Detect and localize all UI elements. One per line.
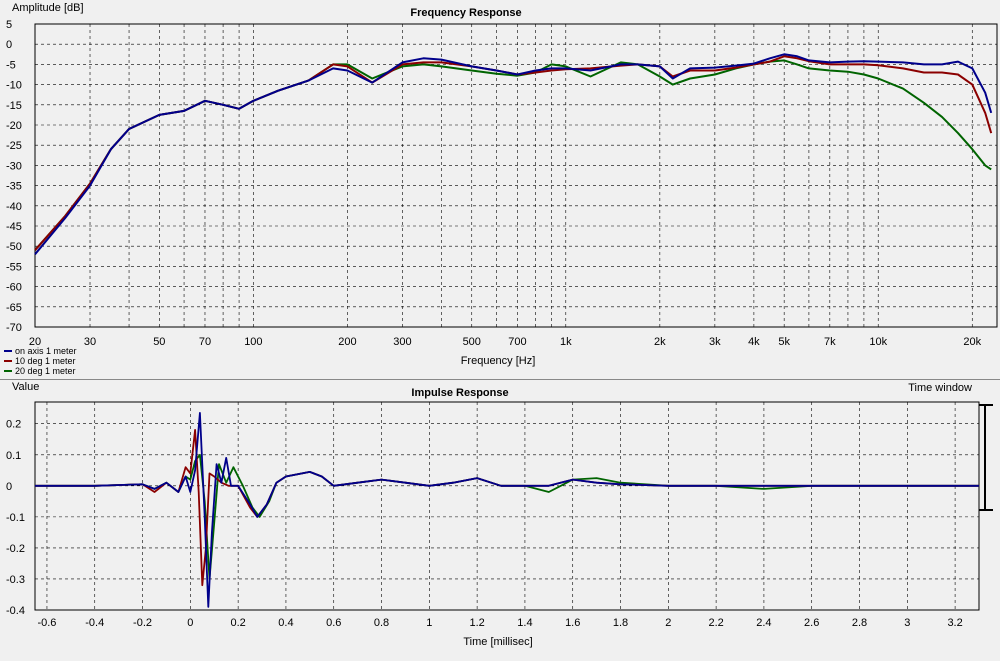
ir-y-tick: -0.2 [6, 543, 25, 555]
fr-x-axis-label: Frequency [Hz] [461, 355, 536, 367]
fr-x-tick: 20k [963, 336, 981, 348]
ir-series-line [35, 412, 979, 608]
fr-y-tick: -50 [6, 241, 22, 253]
fr-x-tick-labels: 20 30 50 70 100 200 300 500 700 1k 2k 3k 4k 5k 7k 10k 20… [29, 336, 982, 348]
fr-legend-entry: on axis 1 meter [15, 346, 77, 356]
fr-y-tick: -70 [6, 322, 22, 334]
ir-y-axis-label: Value [12, 381, 39, 393]
ir-x-tick: 0.2 [230, 617, 245, 629]
ir-x-tick: 0 [187, 617, 193, 629]
fr-y-tick: -35 [6, 181, 22, 193]
fr-x-tick: 700 [508, 336, 526, 348]
ir-x-tick: 3 [904, 617, 910, 629]
fr-x-tick: 50 [153, 336, 165, 348]
fr-x-tick: 2k [654, 336, 666, 348]
fr-x-tick: 30 [84, 336, 96, 348]
fr-y-tick: -5 [6, 59, 16, 71]
fr-y-tick-labels: 5 0 -5 -10 -15 -20 -25 -30 -35 -40 -45 -50 -55 -60 -65… [6, 19, 22, 334]
fr-y-tick: 5 [6, 19, 12, 31]
ir-x-tick: 0.6 [326, 617, 341, 629]
fr-y-tick: -45 [6, 221, 22, 233]
ir-x-tick: 2.2 [708, 617, 723, 629]
ir-y-tick: 0 [6, 481, 12, 493]
ir-y-tick: -0.4 [6, 605, 25, 617]
ir-x-tick: 1.8 [613, 617, 628, 629]
fr-x-tick: 20 [29, 336, 41, 348]
fr-x-tick: 10k [869, 336, 887, 348]
ir-x-tick: 2.8 [852, 617, 867, 629]
ir-x-tick: 1.2 [469, 617, 484, 629]
ir-x-tick: -0.4 [85, 617, 104, 629]
fr-x-tick: 200 [338, 336, 356, 348]
ir-y-tick-labels: 0.2 0.1 0 -0.1 -0.2 -0.3 -0.4 [6, 419, 25, 617]
ir-x-tick: 0.8 [374, 617, 389, 629]
ir-plot-area [34, 401, 980, 611]
ir-x-tick-labels: -0.6 -0.4 -0.2 0 0.2 0.4 0.6 0.8 1 1.2 1.4 1.6 1.8 2 2… [37, 617, 962, 629]
fr-x-tick: 500 [463, 336, 481, 348]
fr-chart-title: Frequency Response [410, 7, 521, 19]
time-window-label: Time window [908, 382, 972, 394]
fr-y-tick: -10 [6, 80, 22, 92]
fr-y-axis-label: Amplitude [dB] [12, 2, 84, 14]
ir-x-tick: 2.4 [756, 617, 771, 629]
ir-x-tick: 2.6 [804, 617, 819, 629]
fr-y-tick: -20 [6, 120, 22, 132]
fr-series-lines [34, 53, 993, 255]
fr-plot-area [34, 23, 998, 328]
ir-x-tick: -0.6 [37, 617, 56, 629]
fr-y-tick: -55 [6, 261, 22, 273]
ir-x-tick: 0.4 [278, 617, 293, 629]
fr-legend-entry: 10 deg 1 meter [15, 356, 76, 366]
fr-x-tick: 100 [244, 336, 262, 348]
ir-y-tick: -0.1 [6, 512, 25, 524]
ir-y-tick: -0.3 [6, 574, 25, 586]
fr-y-tick: -15 [6, 100, 22, 112]
fr-x-tick: 300 [393, 336, 411, 348]
ir-x-tick: 1.4 [517, 617, 532, 629]
fr-x-tick: 1k [560, 336, 572, 348]
fr-y-tick: -65 [6, 302, 22, 314]
time-window-bracket[interactable] [979, 404, 993, 511]
ir-x-tick: 1 [426, 617, 432, 629]
fr-y-tick: 0 [6, 39, 12, 51]
fr-x-tick: 7k [824, 336, 836, 348]
ir-chart-title: Impulse Response [411, 387, 508, 399]
ir-x-axis-label: Time [millisec] [463, 636, 532, 648]
fr-legend-entry: 20 deg 1 meter [15, 366, 76, 376]
ir-x-tick: 2 [665, 617, 671, 629]
fr-y-tick: -25 [6, 140, 22, 152]
fr-x-tick: 70 [199, 336, 211, 348]
ir-x-tick: 1.6 [565, 617, 580, 629]
fr-y-tick: -30 [6, 160, 22, 172]
frequency-response-panel: Amplitude [dB] Frequency Response 50-5-1… [4, 2, 998, 376]
fr-series-line [34, 53, 993, 255]
fr-x-tick: 3k [709, 336, 721, 348]
fr-y-tick: -40 [6, 201, 22, 213]
ir-x-tick: -0.2 [133, 617, 152, 629]
ir-x-tick: 3.2 [947, 617, 962, 629]
ir-series-lines [35, 412, 979, 608]
fr-y-tick: -60 [6, 282, 22, 294]
ir-y-tick: 0.2 [6, 419, 21, 431]
impulse-response-panel: Value Impulse Response Time window 0.20.… [6, 381, 993, 648]
ir-y-tick: 0.1 [6, 450, 21, 462]
fr-x-tick: 5k [778, 336, 790, 348]
fr-x-tick: 4k [748, 336, 760, 348]
